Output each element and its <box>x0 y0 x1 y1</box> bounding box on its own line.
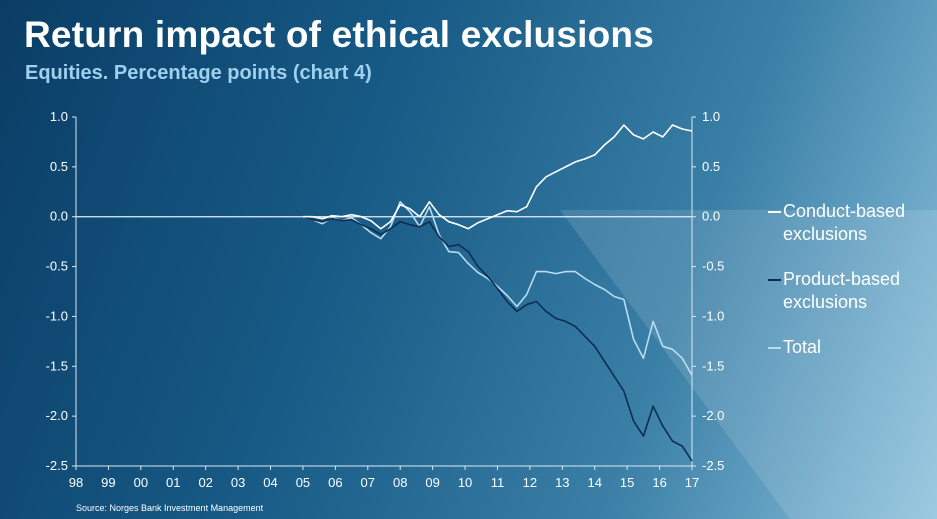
x-axis: 98 99 00 01 02 03 04 05 06 07 08 09 10 11 12 13 14 15 16 17 <box>69 465 699 490</box>
y-tick-label-left: -2.0 <box>46 408 68 423</box>
y-tick-label-right: 0.0 <box>702 209 720 224</box>
legend-conduct-label: Conduct-based exclusions <box>783 201 906 244</box>
y-tick-label-right: -0.5 <box>702 259 724 274</box>
x-tick-label: 00 <box>134 475 148 490</box>
x-tick-label: 04 <box>263 475 277 490</box>
source-note: Source: Norges Bank Investment Managemen… <box>76 503 264 513</box>
y-tick-label-left: -1.0 <box>46 308 68 323</box>
legend-conduct: Conduct-based exclusions <box>768 200 933 246</box>
y-tick-label-left: 1.0 <box>50 109 68 124</box>
x-tick-label: 08 <box>393 475 407 490</box>
legend-conduct-swatch <box>768 211 781 213</box>
x-tick-label: 99 <box>101 475 115 490</box>
y-tick-label-left: -0.5 <box>46 259 68 274</box>
legend-total: Total <box>768 336 933 359</box>
x-tick-label: 13 <box>555 475 569 490</box>
x-tick-label: 98 <box>69 475 83 490</box>
left-y-axis: 1.0 0.5 0.0 -0.5 -1.0 -1.5 -2.0 -2.5 <box>46 109 77 473</box>
series-lines <box>302 124 693 462</box>
legend-product: Product-based exclusions <box>768 268 933 314</box>
x-tick-label: 15 <box>620 475 634 490</box>
legend: Conduct-based exclusions Product-based e… <box>768 200 933 381</box>
y-tick-label-left: 0.0 <box>50 209 68 224</box>
x-tick-label: 12 <box>523 475 537 490</box>
legend-product-swatch <box>768 279 781 281</box>
x-tick-label: 09 <box>425 475 439 490</box>
y-tick-label-left: -1.5 <box>46 358 68 373</box>
x-tick-label: 07 <box>361 475 375 490</box>
y-tick-label-right: -1.0 <box>702 308 724 323</box>
product-series-line <box>302 215 693 462</box>
y-tick-label-right: -1.5 <box>702 358 724 373</box>
y-tick-label-left: 0.5 <box>50 159 68 174</box>
conduct-series-line <box>302 124 693 230</box>
x-tick-label: 11 <box>491 475 505 490</box>
y-tick-label-left: -2.5 <box>46 458 68 473</box>
x-tick-label: 17 <box>685 475 699 490</box>
legend-total-label: Total <box>783 337 822 357</box>
y-tick-label-right: 0.5 <box>702 159 720 174</box>
x-tick-label: 10 <box>458 475 472 490</box>
y-tick-label-right: -2.0 <box>702 408 724 423</box>
x-tick-label: 03 <box>231 475 245 490</box>
x-tick-label: 16 <box>652 475 666 490</box>
x-tick-label: 05 <box>296 475 310 490</box>
x-tick-label: 02 <box>198 475 212 490</box>
y-tick-label-right: 1.0 <box>702 109 720 124</box>
legend-product-label: Product-based exclusions <box>783 269 901 312</box>
x-tick-label: 06 <box>328 475 342 490</box>
right-y-axis: 1.0 0.5 0.0 -0.5 -1.0 -1.5 -2.0 -2.5 <box>691 109 724 473</box>
x-tick-label: 01 <box>166 475 180 490</box>
y-tick-label-right: -2.5 <box>702 458 724 473</box>
chart-subtitle: Equities. Percentage points (chart 4) <box>25 62 372 84</box>
legend-total-swatch <box>768 347 781 349</box>
chart-title: Return impact of ethical exclusions <box>24 14 654 55</box>
x-tick-label: 14 <box>588 475 602 490</box>
total-series-line <box>302 201 693 376</box>
